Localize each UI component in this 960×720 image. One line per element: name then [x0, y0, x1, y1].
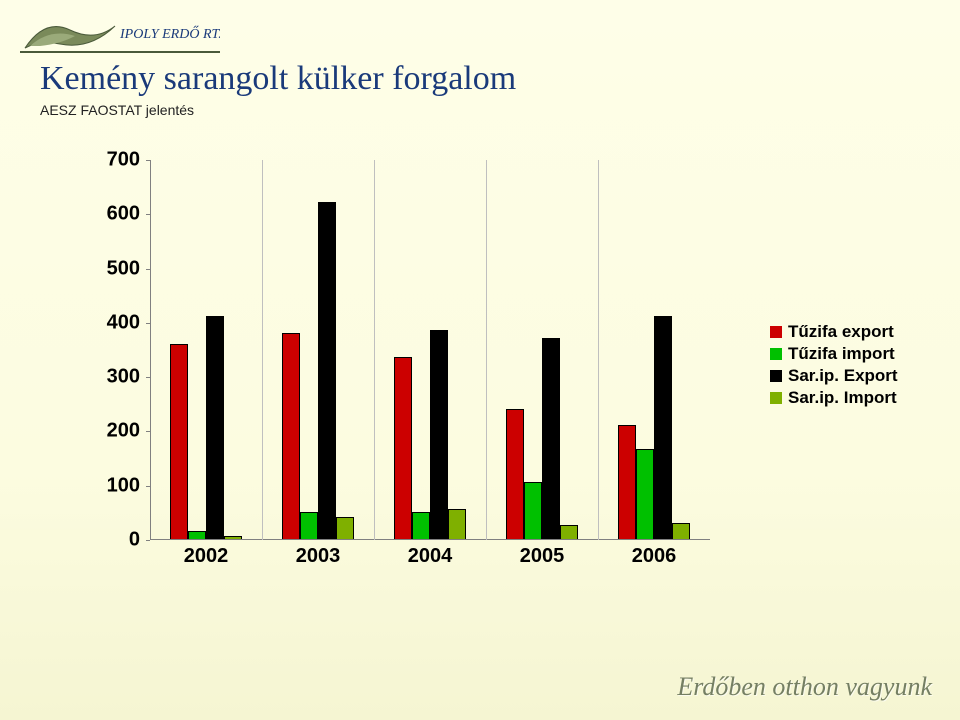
bar: [224, 536, 242, 539]
x-axis-label: 2002: [184, 545, 229, 568]
bar: [636, 449, 654, 539]
grid-line: [486, 160, 487, 540]
x-axis-label: 2004: [408, 545, 453, 568]
y-tick: [146, 486, 150, 487]
x-axis-label: 2003: [296, 545, 341, 568]
legend-label: Sar.ip. Import: [788, 388, 897, 408]
y-tick: [146, 377, 150, 378]
y-tick: [146, 269, 150, 270]
y-axis-label: 400: [90, 311, 140, 334]
y-axis-label: 600: [90, 203, 140, 226]
bar: [618, 425, 636, 539]
bar: [654, 316, 672, 539]
legend-item: Tűzifa export: [770, 322, 898, 342]
page-subtitle: AESZ FAOSTAT jelentés: [40, 102, 194, 118]
bar-group: [170, 159, 242, 539]
legend-swatch: [770, 326, 782, 338]
grid-line: [374, 160, 375, 540]
y-axis-label: 500: [90, 257, 140, 280]
legend-item: Sar.ip. Import: [770, 388, 898, 408]
legend-item: Sar.ip. Export: [770, 366, 898, 386]
bar: [448, 509, 466, 539]
bar: [542, 338, 560, 539]
y-axis-label: 700: [90, 149, 140, 172]
bar: [506, 409, 524, 539]
y-tick: [146, 214, 150, 215]
ipoly-erdo-logo-svg: IPOLY ERDŐ RT.: [20, 8, 220, 56]
bar: [672, 523, 690, 539]
y-axis-label: 300: [90, 366, 140, 389]
bar: [170, 344, 188, 539]
bar: [282, 333, 300, 539]
grid-line: [598, 160, 599, 540]
plot-area: [150, 160, 710, 540]
bar: [206, 316, 224, 539]
y-tick: [146, 431, 150, 432]
y-axis-label: 200: [90, 420, 140, 443]
bar: [318, 202, 336, 539]
legend-item: Tűzifa import: [770, 344, 898, 364]
bar-group: [282, 159, 354, 539]
bar: [524, 482, 542, 539]
x-axis-label: 2006: [632, 545, 677, 568]
legend-swatch: [770, 392, 782, 404]
x-axis-label: 2005: [520, 545, 565, 568]
legend-label: Tűzifa export: [788, 322, 894, 342]
bar: [430, 330, 448, 539]
bar-group: [394, 159, 466, 539]
bar: [412, 512, 430, 539]
legend-swatch: [770, 348, 782, 360]
grid-line: [262, 160, 263, 540]
bar-chart: 0 100 200 300 400 500 600 700 2002 2003 2004 2005 20…: [60, 150, 780, 590]
y-tick: [146, 540, 150, 541]
bar: [300, 512, 318, 539]
legend-label: Sar.ip. Export: [788, 366, 898, 386]
y-tick: [146, 160, 150, 161]
legend-label: Tűzifa import: [788, 344, 895, 364]
svg-text:IPOLY ERDŐ RT.: IPOLY ERDŐ RT.: [119, 25, 220, 42]
bar-group: [506, 159, 578, 539]
bar-group: [618, 159, 690, 539]
brand-logo: IPOLY ERDŐ RT.: [20, 8, 220, 61]
slide: IPOLY ERDŐ RT. Kemény sarangolt külker f…: [0, 0, 960, 720]
legend: Tűzifa exportTűzifa importSar.ip. Export…: [770, 320, 898, 410]
bar: [336, 517, 354, 539]
legend-swatch: [770, 370, 782, 382]
bar: [394, 357, 412, 539]
y-tick: [146, 323, 150, 324]
y-axis-label: 100: [90, 474, 140, 497]
bar: [560, 525, 578, 539]
bar: [188, 531, 206, 539]
y-axis-label: 0: [90, 529, 140, 552]
page-title: Kemény sarangolt külker forgalom: [40, 60, 516, 98]
footer-tagline: Erdőben otthon vagyunk: [677, 672, 932, 702]
